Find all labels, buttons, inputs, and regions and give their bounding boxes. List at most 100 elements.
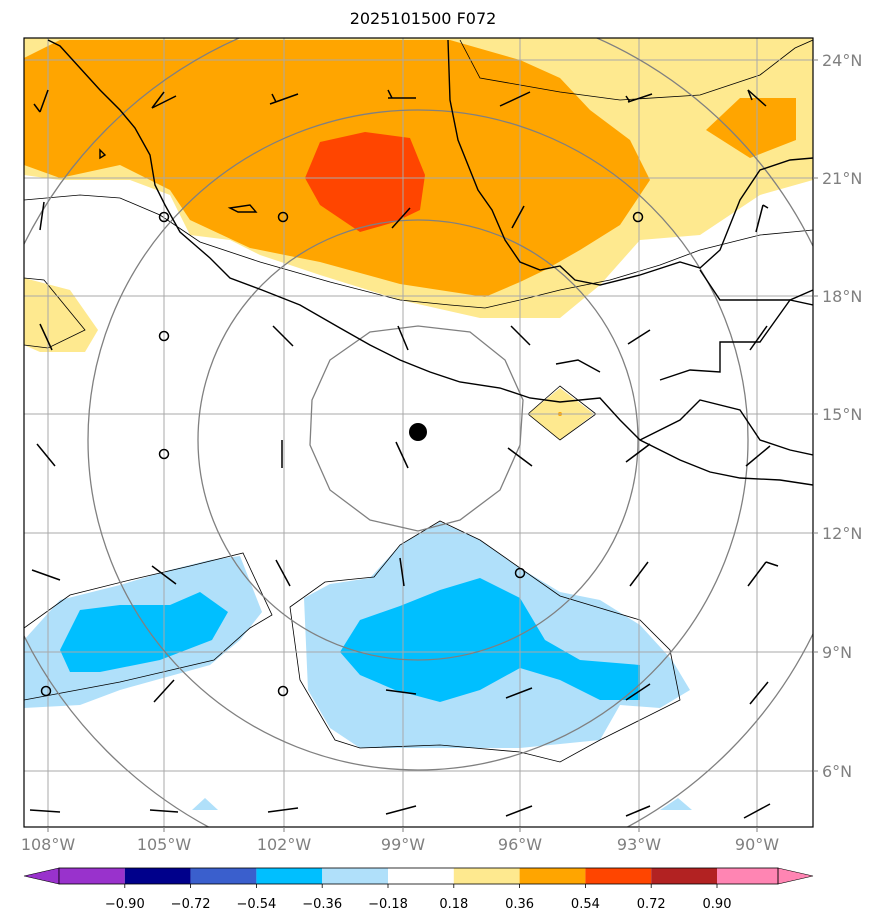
colorbar-label: −0.72: [171, 897, 211, 912]
wind-barb: [395, 441, 409, 469]
map-panel: [24, 38, 813, 827]
axis-ticks: [47, 59, 818, 832]
wind-barb: [391, 207, 411, 229]
wind-barb: [269, 93, 299, 105]
wind-barb: [385, 689, 417, 695]
wind-barb: [149, 809, 179, 813]
colorbar-segment: [388, 868, 454, 884]
wind-barb: [387, 89, 416, 99]
range-ring-middle: [197, 219, 639, 661]
wind-barb: [267, 807, 299, 813]
colorbar-label: −0.90: [105, 897, 145, 912]
wind-barb: [29, 809, 61, 813]
wind-barb: [275, 559, 291, 587]
wind-barb: [153, 679, 175, 703]
wind-barb: [747, 561, 779, 587]
wind-barb: [151, 91, 177, 109]
lat-label: 12°N: [822, 524, 862, 543]
colorbar-segment: [519, 868, 586, 884]
wind-barb: [151, 565, 177, 585]
lon-label: 105°W: [137, 835, 192, 854]
negative-low-region-small-2: [660, 798, 692, 810]
colorbar-segment: [585, 868, 652, 884]
wind-barb: [749, 681, 769, 705]
wind-barb: [505, 805, 533, 817]
colorbar-extend-low: [23, 867, 60, 885]
lon-label: 93°W: [617, 835, 661, 854]
wind-barb: [33, 89, 49, 113]
wind-barb: [272, 325, 294, 347]
map-frame: [23, 37, 814, 828]
lat-label: 6°N: [822, 762, 852, 781]
lat-label: 24°N: [822, 51, 862, 70]
colorbar-label: 0.36: [505, 897, 534, 912]
colorbar-outline: [58, 867, 779, 885]
latitude-labels: 24°N 21°N 18°N 15°N 12°N 9°N 6°N: [822, 51, 862, 781]
colorbar-label: −0.36: [302, 897, 342, 912]
positive-mid-region-east: [706, 98, 796, 158]
calm-marker: [40, 685, 52, 697]
calm-marker: [158, 448, 170, 460]
contour-line: [459, 39, 813, 101]
wind-barb: [397, 325, 409, 351]
calm-marker: [632, 211, 644, 223]
island-outline: [227, 204, 258, 213]
colorbar-extend-high: [777, 867, 814, 885]
contour-line: [24, 194, 813, 309]
longitude-labels: 108°W 105°W 102°W 99°W 96°W 93°W 90°W: [21, 835, 779, 854]
contour-line: [289, 520, 681, 763]
lat-label: 15°N: [822, 405, 862, 424]
colorbar-label: 0.90: [703, 897, 732, 912]
colorbar-label: −0.18: [368, 897, 408, 912]
wind-barb: [625, 805, 651, 817]
lon-label: 108°W: [21, 835, 76, 854]
colorbar-segment: [322, 868, 388, 884]
negative-low-region-small-1: [192, 798, 218, 810]
baja-tip: [99, 148, 107, 160]
wind-barb: [36, 443, 56, 467]
coastline-gulf: [447, 39, 813, 286]
colorbar-label: 0.54: [571, 897, 600, 912]
colorbar-segment: [717, 868, 778, 884]
wind-barb: [39, 323, 53, 351]
colorbar-label: 0.18: [439, 897, 468, 912]
wind-barb: [629, 561, 649, 587]
range-ring-inner: [309, 325, 524, 532]
colorbar-segment: [651, 868, 717, 884]
colorbar-label: 0.72: [637, 897, 666, 912]
coastlines: [47, 39, 813, 486]
colorbar-segment: [124, 868, 191, 884]
wind-barb: [755, 204, 769, 233]
wind-barb: [499, 91, 531, 107]
coastline-yucatan: [699, 269, 813, 301]
wind-barb: [745, 445, 771, 467]
lon-label: 96°W: [498, 835, 542, 854]
wind-barb: [505, 687, 533, 699]
range-ring-outer: [87, 109, 749, 771]
coastline-south: [555, 359, 601, 373]
calm-marker: [277, 685, 289, 697]
wind-barb: [507, 447, 533, 467]
wind-barb: [385, 805, 417, 815]
wind-barb: [399, 557, 405, 587]
wind-barb: [625, 443, 651, 463]
range-rings: [24, 38, 813, 827]
colorbar-label: −0.54: [236, 897, 276, 912]
calm-marker: [158, 211, 170, 223]
lon-label: 99°W: [381, 835, 425, 854]
wind-barb: [510, 325, 531, 346]
wind-barb: [39, 201, 45, 231]
calm-marker: [514, 567, 526, 579]
negative-mid-region-south: [340, 578, 640, 702]
wind-barbs: [29, 89, 779, 819]
storm-center-marker: [409, 423, 427, 441]
wind-barb: [627, 329, 651, 345]
wind-barb: [511, 205, 525, 229]
positive-high-region: [305, 132, 425, 232]
wind-barb: [743, 803, 771, 819]
calm-marker: [158, 330, 170, 342]
wind-barb: [625, 93, 653, 103]
map-title: 2025101500 F072: [349, 9, 497, 28]
lon-label: 102°W: [257, 835, 312, 854]
